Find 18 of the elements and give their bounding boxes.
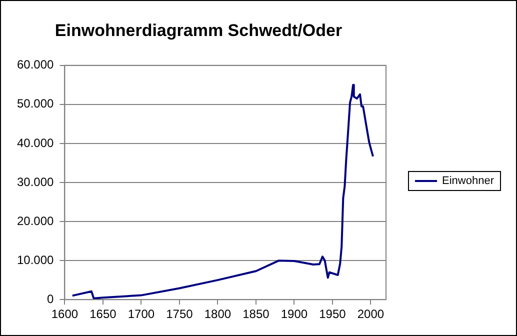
x-tick-label: 1900 [280,307,308,322]
x-tick-label: 1850 [242,307,270,322]
x-tick-label: 2000 [357,307,384,322]
y-tick-label: 40.000 [17,136,54,150]
y-tick-label: 50.000 [17,96,54,111]
x-tick-label: 1800 [204,307,232,322]
y-tick-label: 30.000 [17,174,54,189]
x-tick-label: 1650 [90,307,117,322]
x-tick-label: 1750 [166,307,194,322]
x-tick-label: 1950 [319,307,346,322]
x-tick-label: 1600 [51,307,78,322]
x-tick-label: 1700 [128,307,155,322]
y-tick-label: 0 [47,292,54,306]
y-tick-label: 10.000 [17,252,54,267]
y-tick-label: 20.000 [17,214,54,228]
y-tick-label: 60.000 [17,58,54,72]
legend-label: Einwohner [442,174,494,186]
chart-title: Einwohnerdiagramm Schwedt/Oder [54,20,342,40]
